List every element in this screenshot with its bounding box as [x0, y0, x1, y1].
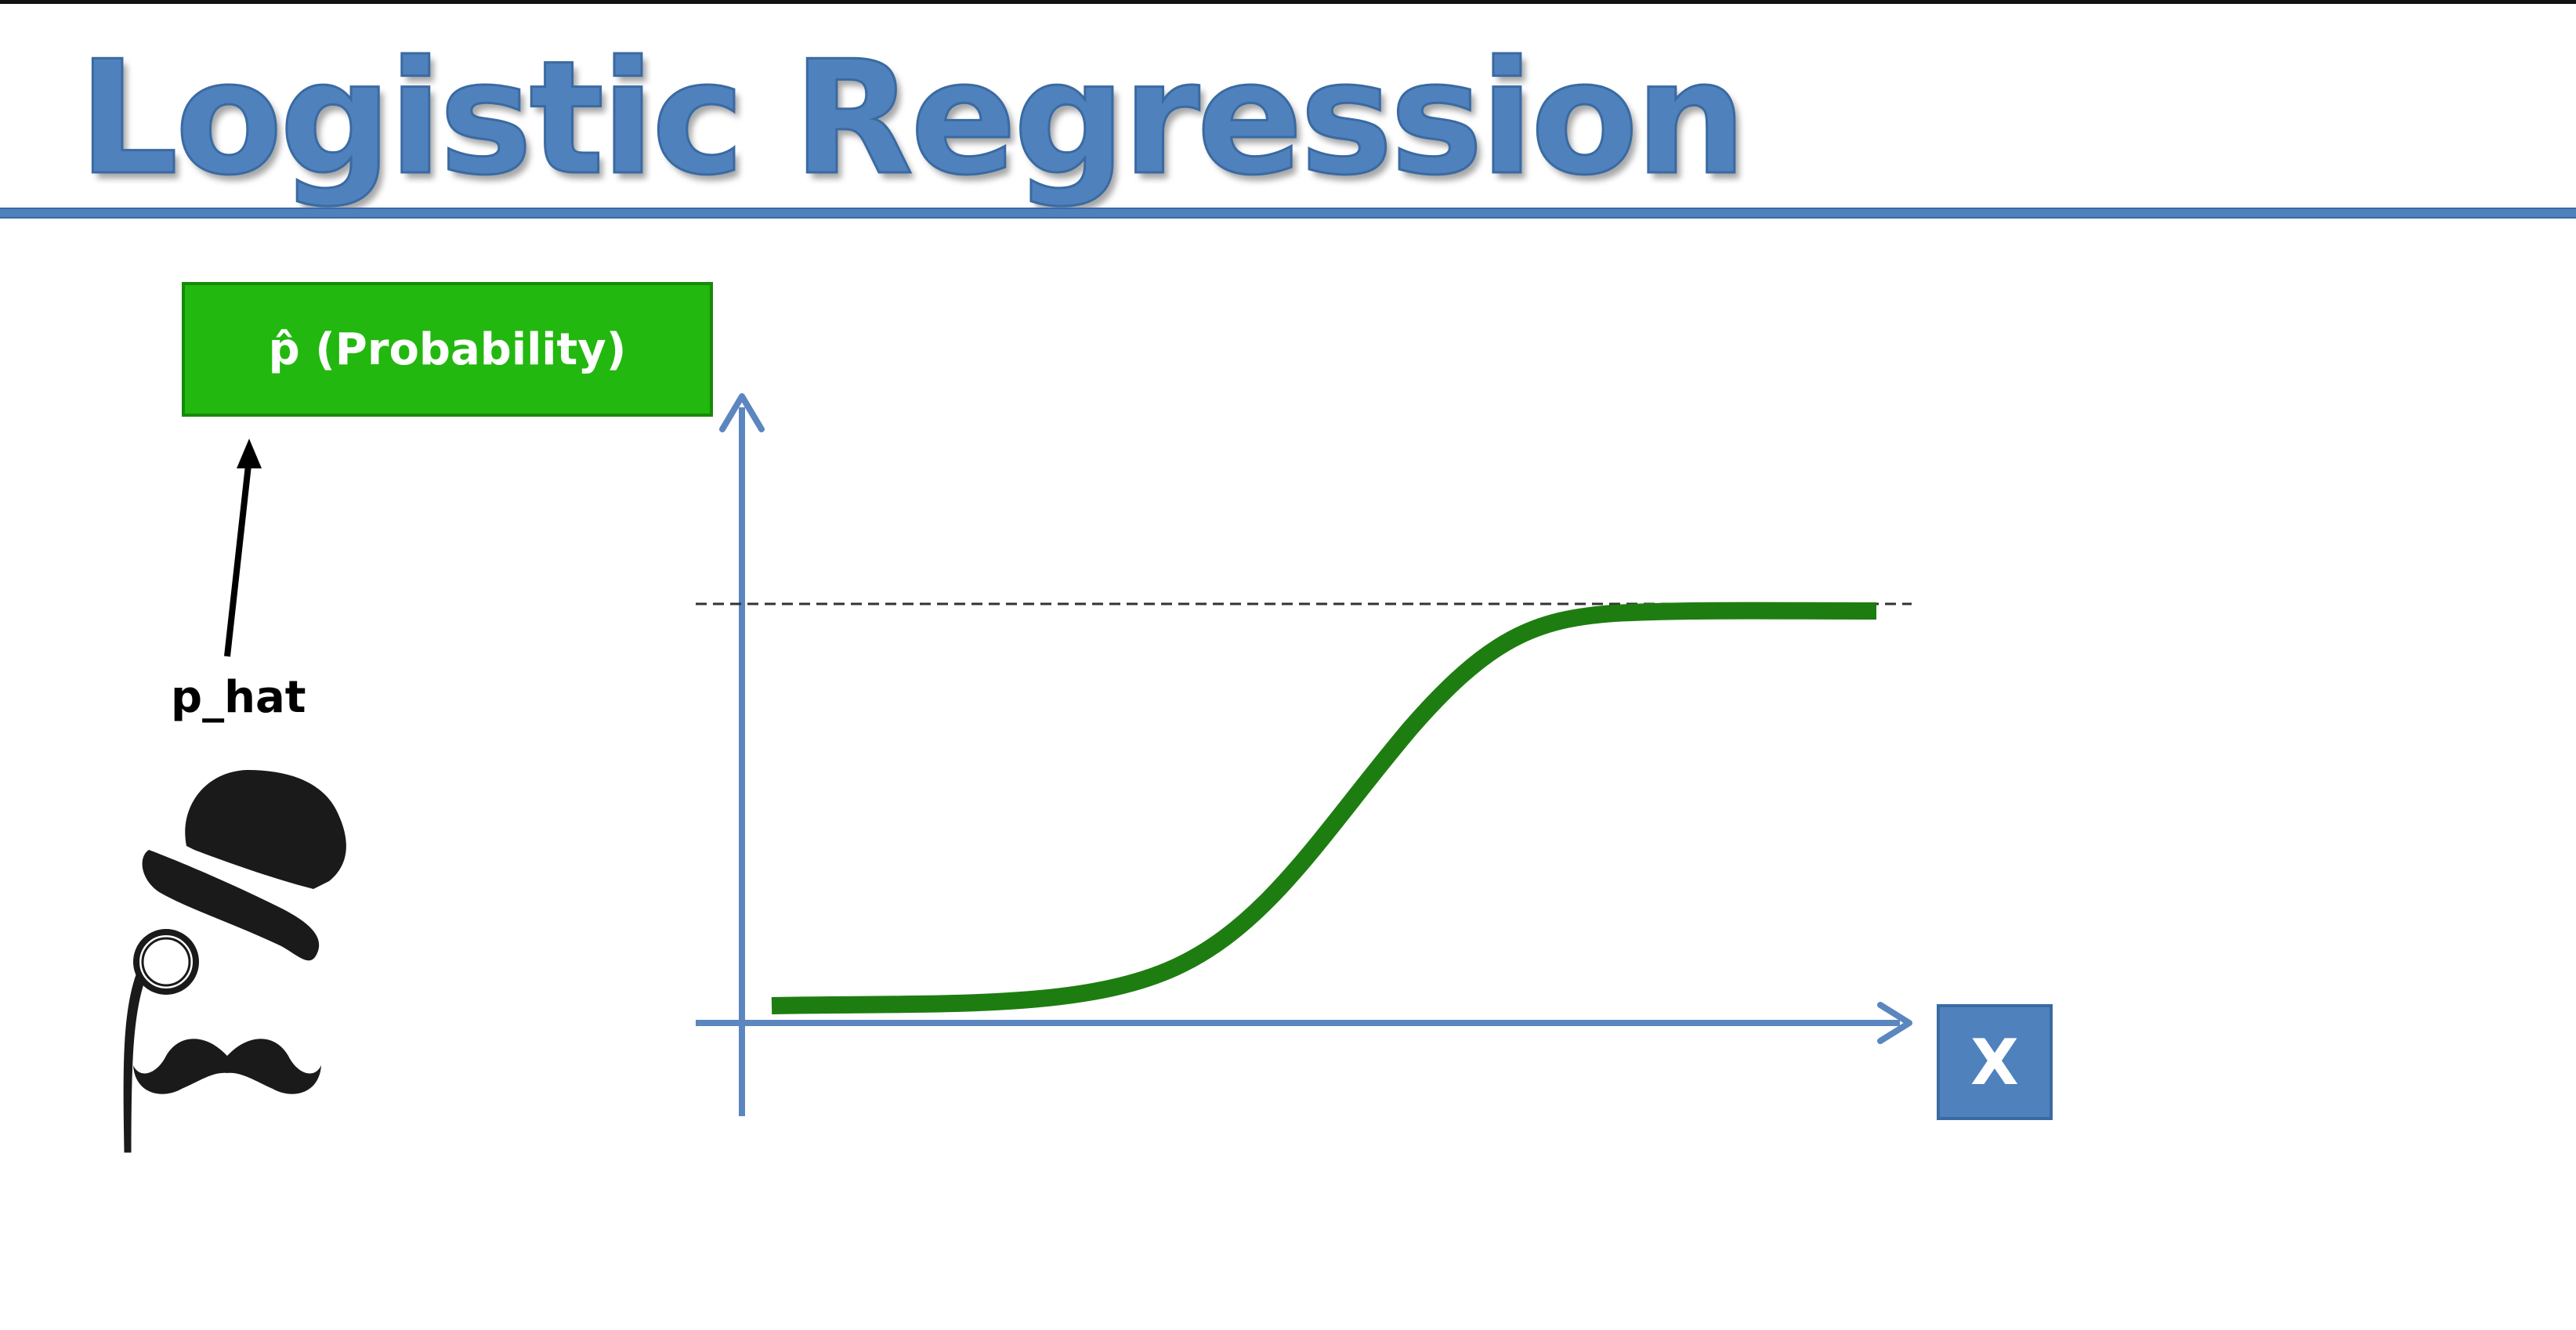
p-hat-label: p_hat [171, 672, 306, 723]
x-label: X [1970, 1025, 2019, 1099]
slide-title: Logistic Regression [77, 27, 1747, 211]
x-variable-box: X [1937, 1004, 2053, 1120]
gentleman-top-hat-monocle-mustache-icon [123, 770, 346, 1153]
arrow-icon [224, 439, 262, 657]
x-axis [696, 1002, 1912, 1044]
y-axis [719, 393, 765, 1116]
probability-label: p̂ (Probability) [268, 323, 627, 375]
title-underline [0, 208, 2576, 219]
sigmoid-curve [771, 602, 1877, 1014]
top-border [0, 0, 2576, 4]
probability-box: p̂ (Probability) [182, 282, 713, 417]
